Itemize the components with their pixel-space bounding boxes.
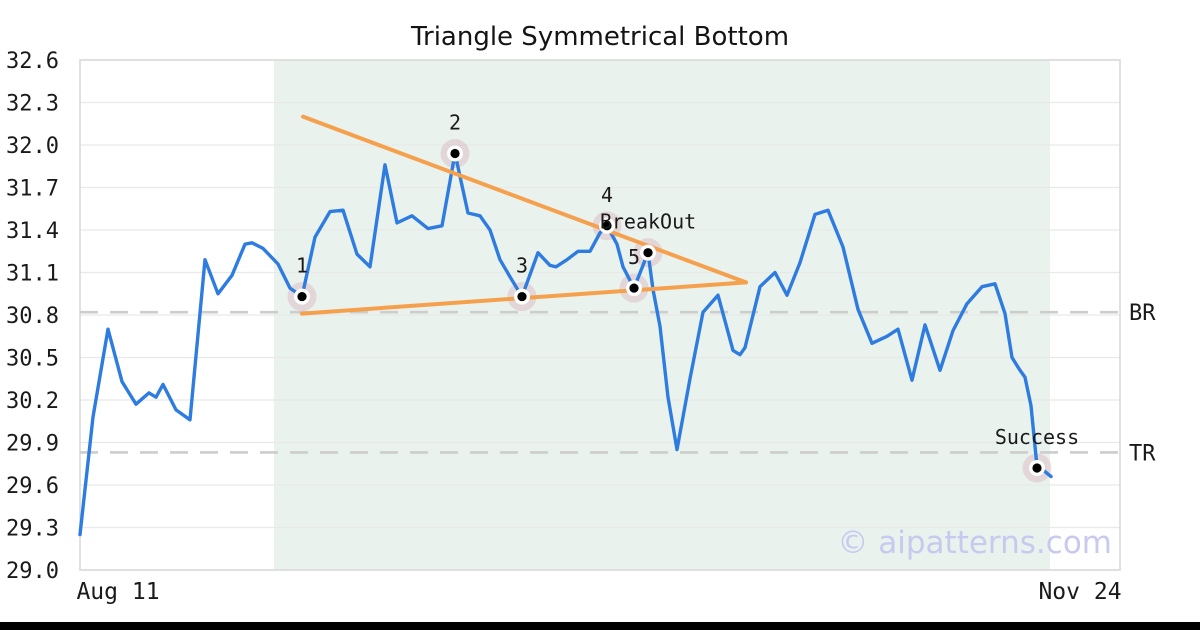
marker-dot bbox=[1032, 463, 1042, 473]
y-tick-label: 32.3 bbox=[6, 92, 59, 117]
y-tick-label: 31.7 bbox=[6, 177, 59, 202]
price-line bbox=[78, 151, 1053, 537]
y-tick-label: 30.2 bbox=[6, 389, 59, 414]
breakout-level-label: BR bbox=[1129, 301, 1156, 326]
y-tick-label: 29.0 bbox=[6, 559, 59, 584]
upper-trendline bbox=[301, 114, 748, 285]
marker-dot bbox=[297, 291, 307, 302]
plot-border bbox=[79, 59, 1121, 571]
marker-dot bbox=[602, 221, 612, 231]
annotation-label: 4 bbox=[601, 183, 613, 207]
y-tick-label: 29.6 bbox=[6, 474, 59, 499]
marker-dot bbox=[517, 291, 527, 302]
page-title: Triangle Symmetrical Bottom bbox=[410, 22, 790, 52]
marker-dot bbox=[450, 148, 460, 159]
y-tick-label: 30.5 bbox=[6, 347, 59, 372]
footer-bar bbox=[0, 622, 1200, 630]
y-tick-label: 30.8 bbox=[6, 304, 59, 329]
target-level-label: TR bbox=[1129, 441, 1156, 466]
x-tick-label: Nov 24 bbox=[1038, 579, 1121, 605]
marker-dot bbox=[629, 283, 639, 293]
y-tick-label: 32.6 bbox=[6, 49, 59, 74]
annotation-label: 3 bbox=[516, 254, 528, 278]
watermark: © aipatterns.com bbox=[837, 525, 1112, 561]
annotation-label: 2 bbox=[449, 111, 461, 135]
y-tick-label: 29.9 bbox=[6, 432, 59, 457]
y-tick-label: 31.1 bbox=[6, 262, 59, 287]
y-tick-label: 31.4 bbox=[6, 219, 59, 244]
annotation-label: Success bbox=[995, 425, 1079, 449]
y-tick-label: 29.3 bbox=[6, 517, 59, 542]
x-tick-label: Aug 11 bbox=[76, 579, 159, 605]
annotation-label: BreakOut bbox=[600, 210, 696, 234]
marker-dot bbox=[643, 248, 653, 258]
y-tick-label: 32.0 bbox=[6, 134, 59, 159]
annotation-label: 1 bbox=[296, 254, 308, 278]
annotation-label: 5 bbox=[628, 245, 640, 269]
